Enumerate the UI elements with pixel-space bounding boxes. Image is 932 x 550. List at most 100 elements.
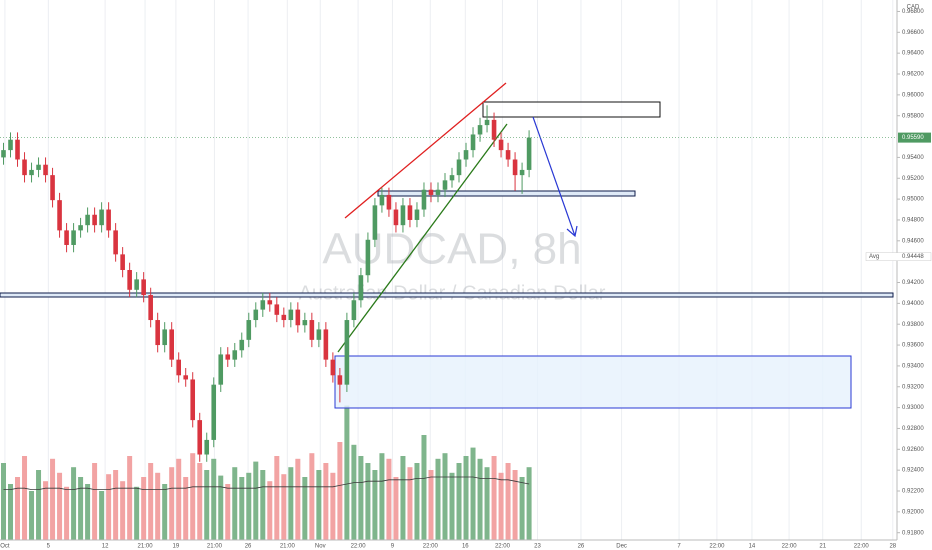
candle-body (29, 169, 34, 176)
volume-bar (253, 461, 259, 540)
volume-bar (358, 456, 364, 540)
volume-bar (414, 463, 420, 540)
volume-bar (92, 463, 98, 540)
x-tick-label: 28 (889, 544, 896, 550)
y-tick-label: 0.95400 (902, 155, 924, 161)
candle-body (407, 205, 413, 220)
avg-label: 0.94448 (902, 254, 924, 260)
volume-bar (519, 477, 525, 540)
volume-bar (1, 463, 7, 540)
candle-body (169, 329, 174, 360)
y-tick-label: 0.94800 (902, 218, 924, 224)
volume-bar (183, 477, 189, 540)
volume-bar (365, 463, 371, 540)
volume-bar (239, 477, 245, 540)
volume-bar (169, 467, 175, 540)
volume-bar (435, 458, 441, 540)
candle-body (470, 134, 476, 151)
x-tick-label: 22:00 (782, 544, 798, 550)
volume-bar (134, 486, 140, 540)
y-tick-label: 0.92800 (902, 426, 924, 432)
candle-body (22, 159, 27, 176)
candle-body (309, 320, 315, 340)
candle-body (484, 119, 490, 126)
candle-body (57, 200, 62, 231)
candle-body (64, 230, 69, 245)
candle-body (302, 320, 308, 326)
volume-bar (141, 477, 147, 540)
volume-bar (484, 467, 490, 540)
volume-bar (127, 456, 133, 540)
candle-body (218, 354, 224, 385)
volume-bar (512, 470, 518, 540)
supply-zone (482, 101, 661, 118)
y-tick-label: 0.92400 (902, 468, 924, 474)
volume-bar (330, 472, 336, 540)
volume-bar (211, 458, 217, 540)
candle-body (43, 164, 48, 176)
volume-bar (449, 472, 455, 540)
volume-bar (155, 472, 161, 540)
x-tick-label: Dec (616, 544, 627, 550)
candle-body (141, 279, 146, 296)
candle-body (260, 300, 266, 310)
x-tick-label: 14 (749, 544, 756, 550)
x-tick-label: 23 (534, 544, 541, 550)
candle-body (8, 139, 13, 151)
y-tick-label: 0.91800 (902, 530, 924, 536)
candle-body (344, 320, 350, 385)
candle-body (414, 209, 420, 220)
resistance-trendline (344, 82, 507, 219)
volume-bar (526, 467, 532, 540)
volume-bar (197, 463, 203, 540)
candle-body (85, 214, 90, 226)
candle-body (225, 354, 231, 360)
candle-body (365, 239, 371, 276)
x-tick-label: 19 (173, 544, 180, 550)
volume-bar (99, 491, 105, 540)
x-tick-label: 26 (245, 544, 252, 550)
candle-body (50, 175, 55, 201)
candle-body (113, 230, 118, 255)
y-tick-label: 0.96600 (902, 30, 924, 36)
volume-bar (246, 472, 252, 540)
candle-body (449, 175, 455, 181)
volume-bar (407, 467, 413, 540)
volume-bar (57, 472, 63, 540)
volume-bar (386, 458, 392, 540)
x-tick-label: 22:00 (709, 544, 725, 550)
volume (1, 405, 532, 540)
volume-bar (15, 477, 21, 540)
volume-bar (470, 447, 476, 540)
candle-body (428, 189, 434, 195)
candle-body (498, 139, 504, 151)
support-band (0, 292, 894, 298)
x-tick-label: Nov (315, 544, 326, 550)
candle-body (239, 339, 245, 351)
x-tick-label: Oct (0, 544, 10, 550)
candle-body (71, 230, 76, 245)
candle-body (351, 300, 357, 321)
x-tick-label: 22:00 (351, 544, 367, 550)
y-tick-label: 0.96800 (902, 9, 924, 15)
candles (1, 105, 532, 462)
candle-body (197, 420, 203, 455)
y-tick-label: 0.93000 (902, 405, 924, 411)
candle-body (372, 205, 378, 240)
volume-bar (204, 470, 210, 540)
candle-body (288, 309, 294, 321)
volume-bar (442, 453, 448, 540)
candle-body (148, 295, 153, 321)
x-tick-label: 12 (102, 544, 109, 550)
y-tick-label: 0.92000 (902, 509, 924, 515)
volume-bar (232, 467, 238, 540)
candle-body (316, 329, 322, 340)
avg-tag (865, 252, 932, 261)
volume-bar (43, 481, 49, 540)
candle-body (106, 209, 111, 231)
volume-bar (463, 456, 469, 540)
volume-bar (148, 463, 154, 540)
y-tick-label: 0.94200 (902, 280, 924, 286)
volume-bar (8, 484, 14, 540)
y-tick-label: 0.94000 (902, 301, 924, 307)
